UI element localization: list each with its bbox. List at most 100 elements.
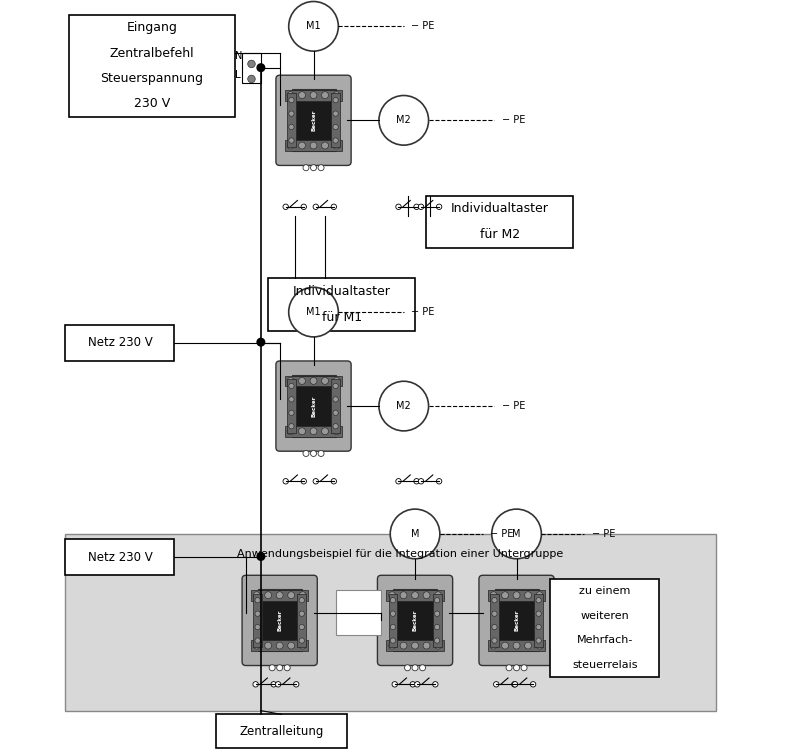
Bar — [287, 379, 296, 433]
FancyBboxPatch shape — [378, 575, 453, 666]
Circle shape — [269, 665, 275, 671]
Circle shape — [434, 611, 440, 617]
Circle shape — [284, 665, 290, 671]
Bar — [258, 590, 302, 651]
Circle shape — [390, 509, 440, 559]
Circle shape — [310, 378, 317, 384]
Circle shape — [418, 204, 424, 210]
Circle shape — [303, 165, 309, 171]
Bar — [494, 590, 538, 651]
FancyBboxPatch shape — [276, 75, 351, 165]
Circle shape — [289, 397, 294, 402]
Circle shape — [400, 642, 407, 649]
Text: Eingang: Eingang — [126, 21, 178, 35]
Circle shape — [333, 423, 338, 429]
Circle shape — [512, 681, 518, 687]
Bar — [285, 426, 342, 437]
Bar — [251, 590, 309, 601]
Text: M2: M2 — [396, 401, 411, 411]
Circle shape — [379, 381, 429, 431]
Circle shape — [494, 681, 499, 687]
Circle shape — [287, 378, 294, 384]
Circle shape — [299, 592, 306, 599]
Circle shape — [410, 681, 415, 687]
Circle shape — [414, 204, 419, 210]
Bar — [216, 714, 347, 748]
Circle shape — [396, 478, 402, 484]
Circle shape — [331, 204, 337, 210]
Circle shape — [333, 428, 340, 435]
Circle shape — [287, 142, 294, 149]
Circle shape — [536, 611, 542, 617]
Circle shape — [313, 478, 318, 484]
Circle shape — [511, 681, 517, 687]
Circle shape — [298, 428, 306, 435]
Circle shape — [536, 638, 542, 643]
Bar — [393, 590, 437, 651]
Text: M1: M1 — [306, 21, 321, 32]
Circle shape — [256, 63, 266, 72]
Bar — [433, 593, 442, 647]
Bar — [66, 539, 174, 575]
Circle shape — [434, 642, 442, 649]
Circle shape — [255, 611, 260, 617]
Circle shape — [423, 592, 430, 599]
Circle shape — [411, 642, 418, 649]
Circle shape — [389, 642, 395, 649]
Circle shape — [502, 592, 509, 599]
Circle shape — [333, 124, 338, 129]
Circle shape — [299, 638, 305, 643]
Circle shape — [301, 204, 306, 210]
Text: für M2: für M2 — [479, 229, 520, 241]
Text: Anwendungsbeispiel für die Integration einer Untergruppe: Anwendungsbeispiel für die Integration e… — [237, 549, 563, 559]
Circle shape — [530, 681, 536, 687]
Circle shape — [254, 592, 260, 599]
Circle shape — [283, 478, 289, 484]
Text: weiteren: weiteren — [581, 611, 630, 620]
Circle shape — [301, 478, 306, 484]
Circle shape — [287, 428, 294, 435]
Text: − PE: − PE — [490, 529, 514, 539]
Circle shape — [434, 598, 440, 603]
Text: − PE: − PE — [502, 115, 525, 126]
FancyBboxPatch shape — [276, 361, 351, 451]
Bar — [285, 375, 342, 387]
Circle shape — [298, 378, 306, 384]
Circle shape — [294, 681, 299, 687]
Circle shape — [492, 611, 497, 617]
Circle shape — [289, 124, 294, 129]
Bar — [291, 89, 335, 151]
Circle shape — [506, 665, 512, 671]
Circle shape — [412, 665, 418, 671]
Circle shape — [310, 428, 317, 435]
Circle shape — [536, 598, 542, 603]
Circle shape — [434, 624, 440, 629]
Text: M1: M1 — [306, 307, 321, 317]
Circle shape — [502, 642, 509, 649]
Bar — [269, 278, 415, 331]
Circle shape — [333, 384, 338, 389]
Bar — [534, 593, 543, 647]
Text: − PE: − PE — [592, 529, 615, 539]
Circle shape — [525, 642, 531, 649]
Text: Becker: Becker — [311, 110, 316, 131]
Bar — [66, 325, 174, 361]
Bar — [331, 379, 340, 433]
Circle shape — [299, 598, 305, 603]
Bar — [426, 196, 573, 248]
Text: Individualtaster: Individualtaster — [293, 285, 390, 298]
Circle shape — [299, 624, 305, 629]
Text: 230 V: 230 V — [134, 97, 170, 111]
Circle shape — [514, 665, 519, 671]
Circle shape — [492, 638, 497, 643]
Circle shape — [313, 204, 318, 210]
Circle shape — [434, 592, 442, 599]
Bar — [287, 93, 296, 147]
Bar — [285, 140, 342, 151]
Circle shape — [414, 681, 420, 687]
Text: Netz 230 V: Netz 230 V — [87, 336, 152, 350]
Bar — [291, 375, 335, 437]
Circle shape — [490, 642, 497, 649]
Circle shape — [310, 92, 317, 99]
Text: M2: M2 — [396, 115, 411, 126]
